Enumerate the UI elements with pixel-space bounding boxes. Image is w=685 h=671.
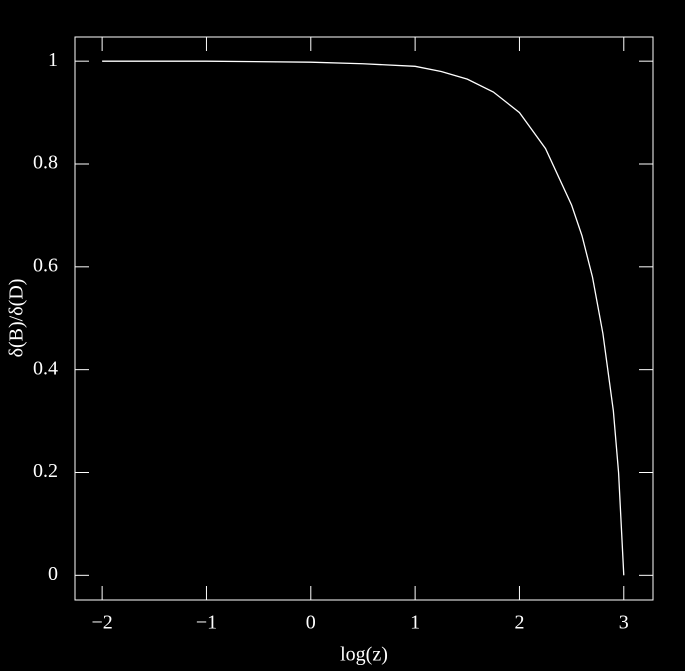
y-tick-label: 0.6 [33,254,58,276]
y-tick-label: 0.8 [33,152,58,174]
x-axis-label: log(z) [340,644,388,666]
x-tick-label: 1 [410,612,420,634]
x-tick-label: 0 [306,612,316,634]
y-tick-label: 0 [48,563,58,585]
x-tick-label: −2 [91,612,112,634]
data-line [102,60,625,576]
x-tick-label: 3 [619,612,629,634]
y-tick-label: 0.4 [33,357,58,379]
x-tick-label: −1 [196,612,217,634]
y-axis-label: δ(B)/δ(D) [6,279,28,358]
y-tick-label: 0.2 [33,460,58,482]
plot-frame [74,36,654,601]
y-tick-label: 1 [48,49,58,71]
x-tick-label: 2 [514,612,524,634]
